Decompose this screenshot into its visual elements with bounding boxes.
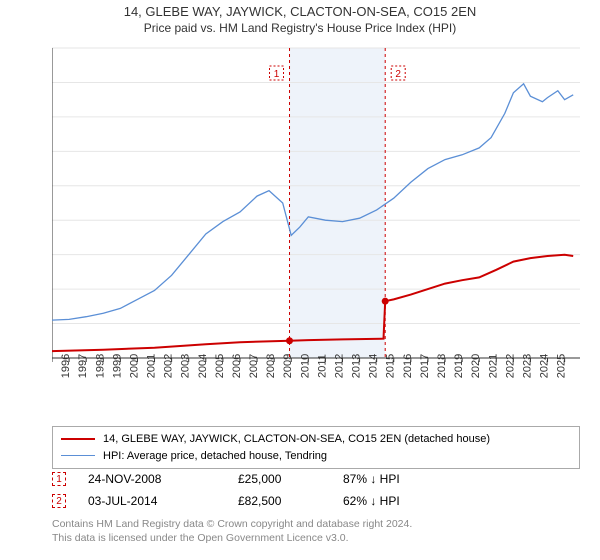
transaction-marker: 1 xyxy=(52,472,66,486)
chart: £0£50K£100K£150K£200K£250K£300K£350K£400… xyxy=(52,44,580,390)
legend-item: HPI: Average price, detached house, Tend… xyxy=(61,448,571,465)
legend-swatch xyxy=(61,455,95,456)
svg-text:1999: 1999 xyxy=(111,354,123,378)
svg-text:2001: 2001 xyxy=(146,354,158,378)
svg-text:2025: 2025 xyxy=(556,354,568,378)
svg-text:2000: 2000 xyxy=(128,354,140,378)
legend-swatch xyxy=(61,438,95,440)
svg-text:2005: 2005 xyxy=(214,354,226,378)
svg-text:2017: 2017 xyxy=(419,354,431,378)
transaction-marker: 2 xyxy=(52,494,66,508)
svg-text:1998: 1998 xyxy=(94,354,106,378)
transaction-row: 2 03-JUL-2014£82,50062% ↓ HPI xyxy=(52,490,580,512)
transaction-date: 03-JUL-2014 xyxy=(88,494,238,508)
transaction-price: £25,000 xyxy=(238,472,343,486)
transaction-date: 24-NOV-2008 xyxy=(88,472,238,486)
transaction-delta: 62% ↓ HPI xyxy=(343,494,463,508)
legend-item: 14, GLEBE WAY, JAYWICK, CLACTON-ON-SEA, … xyxy=(61,431,571,448)
svg-text:2022: 2022 xyxy=(504,354,516,378)
svg-text:2018: 2018 xyxy=(436,354,448,378)
svg-text:2004: 2004 xyxy=(197,354,209,378)
transaction-row: 1 24-NOV-2008£25,00087% ↓ HPI xyxy=(52,468,580,490)
svg-text:2006: 2006 xyxy=(231,354,243,378)
svg-text:2019: 2019 xyxy=(453,354,465,378)
legend: 14, GLEBE WAY, JAYWICK, CLACTON-ON-SEA, … xyxy=(52,426,580,469)
svg-text:2007: 2007 xyxy=(248,354,260,378)
svg-text:2024: 2024 xyxy=(539,354,551,378)
svg-text:2023: 2023 xyxy=(521,354,533,378)
svg-text:2012: 2012 xyxy=(333,354,345,378)
transaction-table: 1 24-NOV-2008£25,00087% ↓ HPI 2 03-JUL-2014… xyxy=(52,468,580,512)
svg-text:2003: 2003 xyxy=(180,354,192,378)
transaction-price: £82,500 xyxy=(238,494,343,508)
chart-title-sub: Price paid vs. HM Land Registry's House … xyxy=(0,21,600,35)
svg-text:2008: 2008 xyxy=(265,354,277,378)
svg-text:1997: 1997 xyxy=(77,354,89,378)
svg-text:2002: 2002 xyxy=(163,354,175,378)
svg-text:1: 1 xyxy=(274,69,280,80)
footer-attribution: Contains HM Land Registry data © Crown c… xyxy=(52,518,580,545)
svg-text:2010: 2010 xyxy=(299,354,311,378)
svg-text:2016: 2016 xyxy=(402,354,414,378)
svg-text:2014: 2014 xyxy=(368,354,380,378)
transaction-delta: 87% ↓ HPI xyxy=(343,472,463,486)
svg-text:1996: 1996 xyxy=(60,354,72,378)
legend-label: 14, GLEBE WAY, JAYWICK, CLACTON-ON-SEA, … xyxy=(103,431,490,448)
svg-text:2: 2 xyxy=(395,69,401,80)
svg-text:2021: 2021 xyxy=(487,354,499,378)
footer-line: Contains HM Land Registry data © Crown c… xyxy=(52,518,580,532)
svg-text:2015: 2015 xyxy=(385,354,397,378)
svg-text:2020: 2020 xyxy=(470,354,482,378)
svg-text:2009: 2009 xyxy=(282,354,294,378)
svg-text:2013: 2013 xyxy=(351,354,363,378)
chart-title-address: 14, GLEBE WAY, JAYWICK, CLACTON-ON-SEA, … xyxy=(0,4,600,19)
legend-label: HPI: Average price, detached house, Tend… xyxy=(103,448,327,465)
footer-line: This data is licensed under the Open Gov… xyxy=(52,532,580,546)
